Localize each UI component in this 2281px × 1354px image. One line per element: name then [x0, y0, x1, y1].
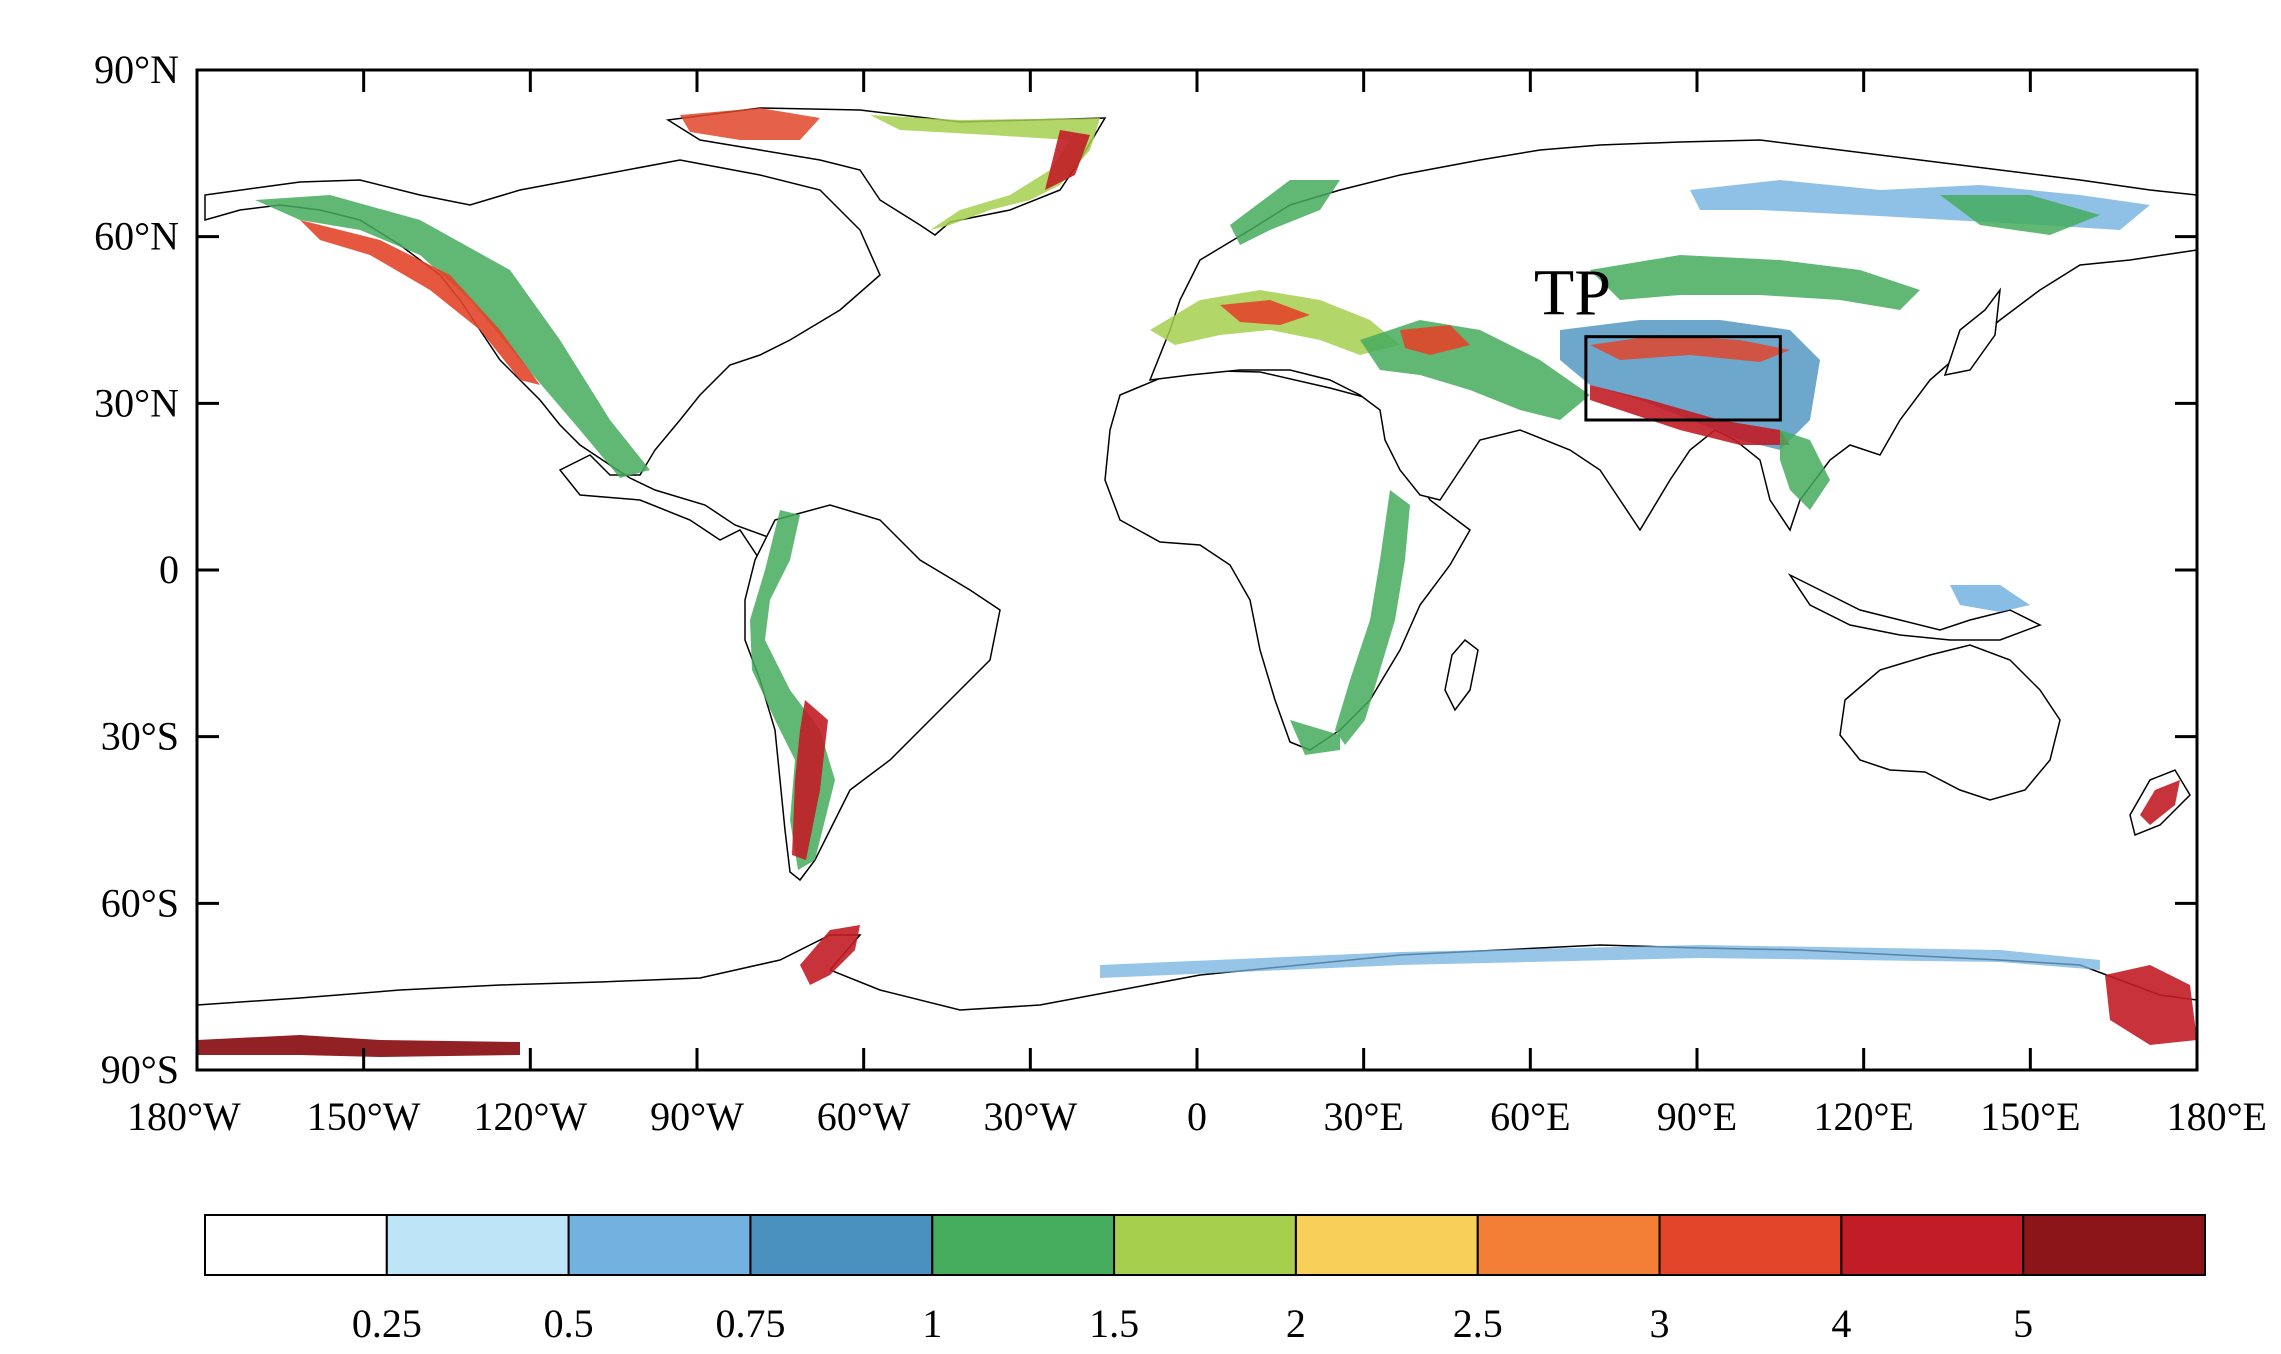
- colorbar-label: 4: [1831, 1301, 1851, 1346]
- shading-antarctica-west: [197, 1035, 520, 1057]
- colorbar-label: 0.25: [352, 1301, 422, 1346]
- shading-north-america-cordillera: [255, 195, 650, 478]
- longitude-tick-label: 30°E: [1323, 1094, 1403, 1139]
- shading-kunlun: [1590, 335, 1790, 362]
- shading-greenland-east: [1045, 130, 1090, 190]
- colorbar-segment: [1113, 1214, 1297, 1276]
- colorbar-label: 2: [1286, 1301, 1306, 1346]
- shading-alps: [1220, 300, 1310, 325]
- colorbar-label: 1.5: [1089, 1301, 1139, 1346]
- shading-zagros: [1400, 325, 1470, 355]
- colorbar-segment: [1840, 1214, 2025, 1276]
- shading-east-africa: [1335, 490, 1410, 745]
- shading-andes-south: [792, 700, 828, 860]
- colorbar-label: 3: [1650, 1301, 1670, 1346]
- latitude-tick-label: 90°S: [101, 1047, 179, 1092]
- australia-coastline: [1839, 644, 2061, 801]
- longitude-tick-label: 60°W: [817, 1094, 911, 1139]
- indonesia-coastline: [1787, 573, 2042, 641]
- colorbar-label: 5: [2013, 1301, 2033, 1346]
- shading-east-siberia: [1940, 195, 2100, 235]
- shading-southeast-asia: [1780, 430, 1830, 510]
- japan-coastline: [1943, 287, 2002, 376]
- shading-central-asia: [1590, 255, 1920, 310]
- colorbar-segment: [931, 1214, 1116, 1276]
- latitude-tick-label: 0: [159, 547, 179, 592]
- tp-region-box: [1584, 335, 1782, 422]
- longitude-tick-label: 60°E: [1490, 1094, 1570, 1139]
- shading-south-africa: [1290, 720, 1340, 755]
- shading-scandinavia: [1230, 180, 1340, 245]
- longitude-tick-label: 0: [1187, 1094, 1207, 1139]
- madagascar-coastline: [1444, 638, 1479, 712]
- colorbar-segment: [567, 1214, 752, 1276]
- longitude-tick-label: 120°W: [473, 1094, 587, 1139]
- shading-layer: [197, 108, 2197, 1057]
- shading-north-america-core: [300, 220, 540, 385]
- colorbar-label: 0.5: [544, 1301, 594, 1346]
- colorbar-segment: [749, 1214, 934, 1276]
- shading-antarctica-coast: [1100, 945, 2100, 978]
- longitude-tick-label: 120°E: [1813, 1094, 1913, 1139]
- shading-new-guinea: [1950, 585, 2030, 612]
- shading-antarctica-ross: [2105, 965, 2197, 1045]
- colorbar: 0.25 0.5 0.75 1 1.5 2 2.5 3 4 5: [204, 1214, 2206, 1346]
- longitude-axis: 180°W 150°W 120°W 90°W 60°W 30°W 0 30°E 60°E 90°E…: [127, 70, 2267, 1139]
- colorbar-label: 0.75: [715, 1301, 785, 1346]
- shading-himalaya: [1590, 385, 1790, 445]
- longitude-tick-label: 90°E: [1657, 1094, 1737, 1139]
- colorbar-label: 1: [922, 1301, 942, 1346]
- longitude-tick-label: 90°W: [650, 1094, 744, 1139]
- colorbar-segment: [1658, 1214, 1843, 1276]
- colorbar-segment: [204, 1214, 388, 1276]
- longitude-tick-label: 180°E: [2167, 1094, 2267, 1139]
- colorbar-segment: [1476, 1214, 1661, 1276]
- shading-new-zealand: [2140, 780, 2180, 825]
- latitude-tick-label: 30°S: [101, 714, 179, 759]
- shading-canadian-arctic: [680, 108, 820, 140]
- longitude-tick-label: 150°W: [307, 1094, 421, 1139]
- longitude-tick-label: 150°E: [1980, 1094, 2080, 1139]
- shading-antarctic-peninsula: [800, 925, 860, 985]
- tp-region-label: TP: [1534, 257, 1611, 330]
- latitude-axis: 90°N 60°N 30°N 0 30°S 60°S 90°S: [94, 47, 2197, 1092]
- colorbar-segment: [1294, 1214, 1479, 1276]
- colorbar-segment: [385, 1214, 570, 1276]
- latitude-tick-label: 60°S: [101, 880, 179, 925]
- longitude-tick-label: 30°W: [983, 1094, 1077, 1139]
- longitude-tick-label: 180°W: [127, 1094, 241, 1139]
- colorbar-segment: [2022, 1214, 2206, 1276]
- latitude-tick-label: 90°N: [94, 47, 179, 92]
- latitude-tick-label: 60°N: [94, 214, 179, 259]
- latitude-tick-label: 30°N: [94, 380, 179, 425]
- colorbar-label: 2.5: [1453, 1301, 1503, 1346]
